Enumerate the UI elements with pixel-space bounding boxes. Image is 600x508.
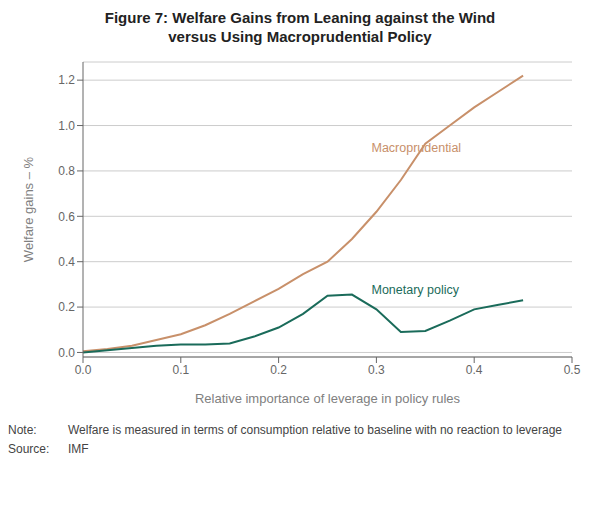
svg-text:0.6: 0.6: [58, 210, 75, 224]
svg-text:0.2: 0.2: [270, 363, 287, 377]
svg-text:0.1: 0.1: [172, 363, 189, 377]
svg-text:0.4: 0.4: [466, 363, 483, 377]
html-text:Source:: Source:: [8, 442, 50, 456]
html-text:Note:: Note:: [8, 423, 37, 437]
html-text:Figure 7: Welfare Gains from L: Figure 7: Welfare Gains from Leaning aga…: [104, 9, 496, 45]
svg-text:0.3: 0.3: [368, 363, 385, 377]
svg-text:1.0: 1.0: [58, 119, 75, 133]
svg-text:0.2: 0.2: [58, 300, 75, 314]
svg-text:0.4: 0.4: [58, 255, 75, 269]
svg-text:Monetary policy: Monetary policy: [372, 283, 460, 297]
html-text:Welfare is measured in terms o: Welfare is measured in terms of consumpt…: [68, 423, 562, 437]
svg-text:Macroprudential: Macroprudential: [372, 141, 462, 155]
svg-text:Welfare gains – %: Welfare gains – %: [21, 156, 36, 262]
svg-text:0.0: 0.0: [58, 346, 75, 360]
svg-text:1.2: 1.2: [58, 73, 75, 87]
html-text:IMF: IMF: [68, 442, 89, 456]
svg-text:Relative importance of leverag: Relative importance of leverage in polic…: [195, 391, 461, 406]
svg-text:0.8: 0.8: [58, 164, 75, 178]
svg-text:0.5: 0.5: [564, 363, 581, 377]
svg-text:0.0: 0.0: [75, 363, 92, 377]
